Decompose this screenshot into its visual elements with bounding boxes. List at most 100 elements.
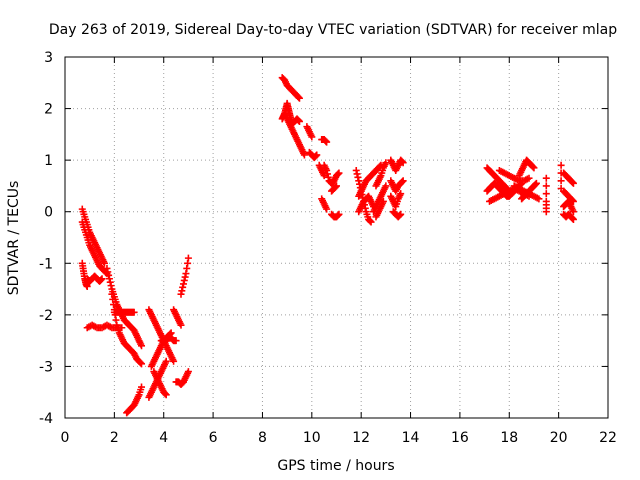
data-point — [179, 283, 187, 291]
grid — [65, 57, 608, 418]
x-tick-label: 14 — [402, 430, 420, 446]
y-tick-label: 3 — [44, 50, 53, 66]
data-point — [334, 211, 342, 219]
data-point — [182, 270, 190, 278]
y-tick-label: 2 — [44, 102, 53, 118]
data-point — [179, 280, 187, 288]
data-point — [335, 210, 343, 218]
data-point — [535, 195, 543, 203]
data-point — [542, 174, 550, 182]
data-point — [334, 170, 342, 178]
x-tick-label: 4 — [159, 430, 168, 446]
data-point — [323, 138, 331, 146]
data-point — [542, 190, 550, 198]
data-point — [569, 215, 577, 223]
data-point — [180, 276, 188, 284]
data-point — [542, 182, 550, 190]
data-point — [382, 159, 390, 167]
data-point — [399, 177, 407, 185]
plot-frame — [64, 56, 609, 419]
chart-title: Day 263 of 2019, Sidereal Day-to-day VTE… — [49, 22, 617, 38]
data-point — [569, 215, 577, 223]
data-point — [161, 390, 169, 398]
data-point — [323, 205, 331, 213]
data-point — [105, 271, 113, 279]
data-point — [379, 197, 387, 205]
y-tick-label: -4 — [39, 411, 53, 427]
data-point — [177, 290, 185, 298]
data-point — [323, 166, 331, 174]
y-axis-label: SDTVAR / TECUs — [6, 181, 22, 296]
data-point — [312, 152, 320, 160]
data-point — [308, 133, 316, 141]
x-tick-label: 8 — [258, 430, 267, 446]
data-point — [177, 321, 185, 329]
data-point — [107, 282, 115, 290]
data-point — [300, 151, 308, 159]
data-point — [184, 259, 192, 267]
data-point — [184, 368, 192, 376]
x-tick-label: 16 — [451, 430, 469, 446]
data-point — [557, 161, 565, 169]
data-point — [181, 273, 189, 281]
data-point — [399, 159, 407, 167]
data-point — [170, 357, 178, 365]
y-tick-label: -1 — [39, 256, 53, 272]
data-point — [333, 182, 340, 190]
data-point — [525, 174, 533, 182]
data-point — [323, 170, 331, 178]
data-point — [295, 117, 303, 125]
y-tick-label: 0 — [44, 205, 53, 221]
data-point — [382, 182, 390, 190]
data-points — [78, 74, 577, 417]
data-point — [398, 178, 406, 186]
data-point — [335, 169, 343, 177]
data-point — [352, 166, 360, 174]
data-point — [112, 316, 120, 324]
data-point — [105, 275, 113, 283]
data-point — [398, 158, 406, 166]
x-axis-label: GPS time / hours — [277, 458, 394, 474]
data-point — [542, 208, 550, 216]
data-point — [397, 210, 405, 218]
data-point — [104, 268, 112, 276]
data-point — [138, 383, 146, 391]
data-point — [138, 342, 146, 350]
data-point — [397, 190, 405, 198]
data-point — [100, 259, 108, 267]
data-point — [322, 137, 330, 145]
data-point — [183, 264, 191, 272]
data-point — [532, 179, 540, 187]
y-tick-label: -2 — [39, 308, 53, 324]
data-point — [184, 254, 192, 262]
data-point — [106, 278, 114, 286]
data-point — [569, 178, 577, 186]
data-point — [295, 117, 303, 125]
data-point — [295, 93, 303, 101]
x-tick-label: 22 — [599, 430, 617, 446]
y-tick-label: 1 — [44, 153, 53, 169]
data-point — [529, 163, 537, 171]
data-point — [109, 295, 117, 303]
data-point — [103, 264, 111, 272]
data-point — [530, 164, 538, 172]
x-tick-label: 18 — [500, 430, 518, 446]
x-tick-label: 2 — [110, 430, 119, 446]
x-tick-label: 0 — [61, 430, 70, 446]
data-point — [396, 211, 404, 219]
data-point — [354, 173, 362, 181]
data-point — [138, 360, 146, 368]
data-point — [532, 180, 540, 188]
data-point — [172, 337, 180, 345]
data-point — [97, 276, 105, 284]
x-tick-label: 12 — [352, 430, 370, 446]
data-point — [108, 290, 116, 298]
data-point — [110, 301, 118, 309]
data-point — [366, 217, 374, 225]
data-point — [557, 177, 565, 185]
x-tick-label: 10 — [303, 430, 321, 446]
data-point — [137, 359, 145, 367]
y-tick-label: -3 — [39, 359, 53, 375]
